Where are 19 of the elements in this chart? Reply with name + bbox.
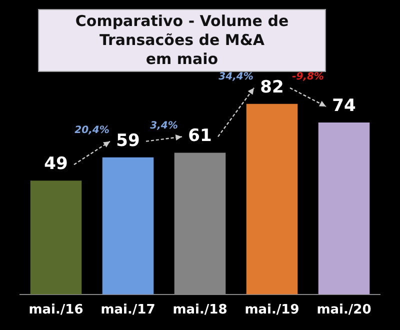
data-label: 49: [44, 154, 68, 174]
x-tick-label: mai./19: [244, 302, 300, 318]
chart-title: Comparativo - Volume de Transacões de M&A em maio: [38, 9, 326, 72]
x-tick-label: mai./20: [316, 302, 372, 318]
bar: [318, 122, 370, 294]
text: 34,4%: [218, 72, 254, 82]
x-tick-label: mai./18: [172, 302, 228, 318]
x-tick-label: mai./16: [28, 302, 84, 318]
text: -9,8%: [292, 72, 324, 82]
annotation: 3,4%: [150, 120, 178, 132]
data-label: 61: [188, 126, 212, 146]
x-tick-label: mai./17: [100, 302, 156, 318]
data-label: 59: [116, 130, 140, 151]
bar: [102, 157, 154, 294]
bar: [246, 104, 298, 294]
data-label: 82: [260, 77, 284, 98]
annotation: 20,4%: [74, 124, 110, 136]
data-label: 74: [332, 96, 356, 116]
bar: [30, 180, 82, 294]
